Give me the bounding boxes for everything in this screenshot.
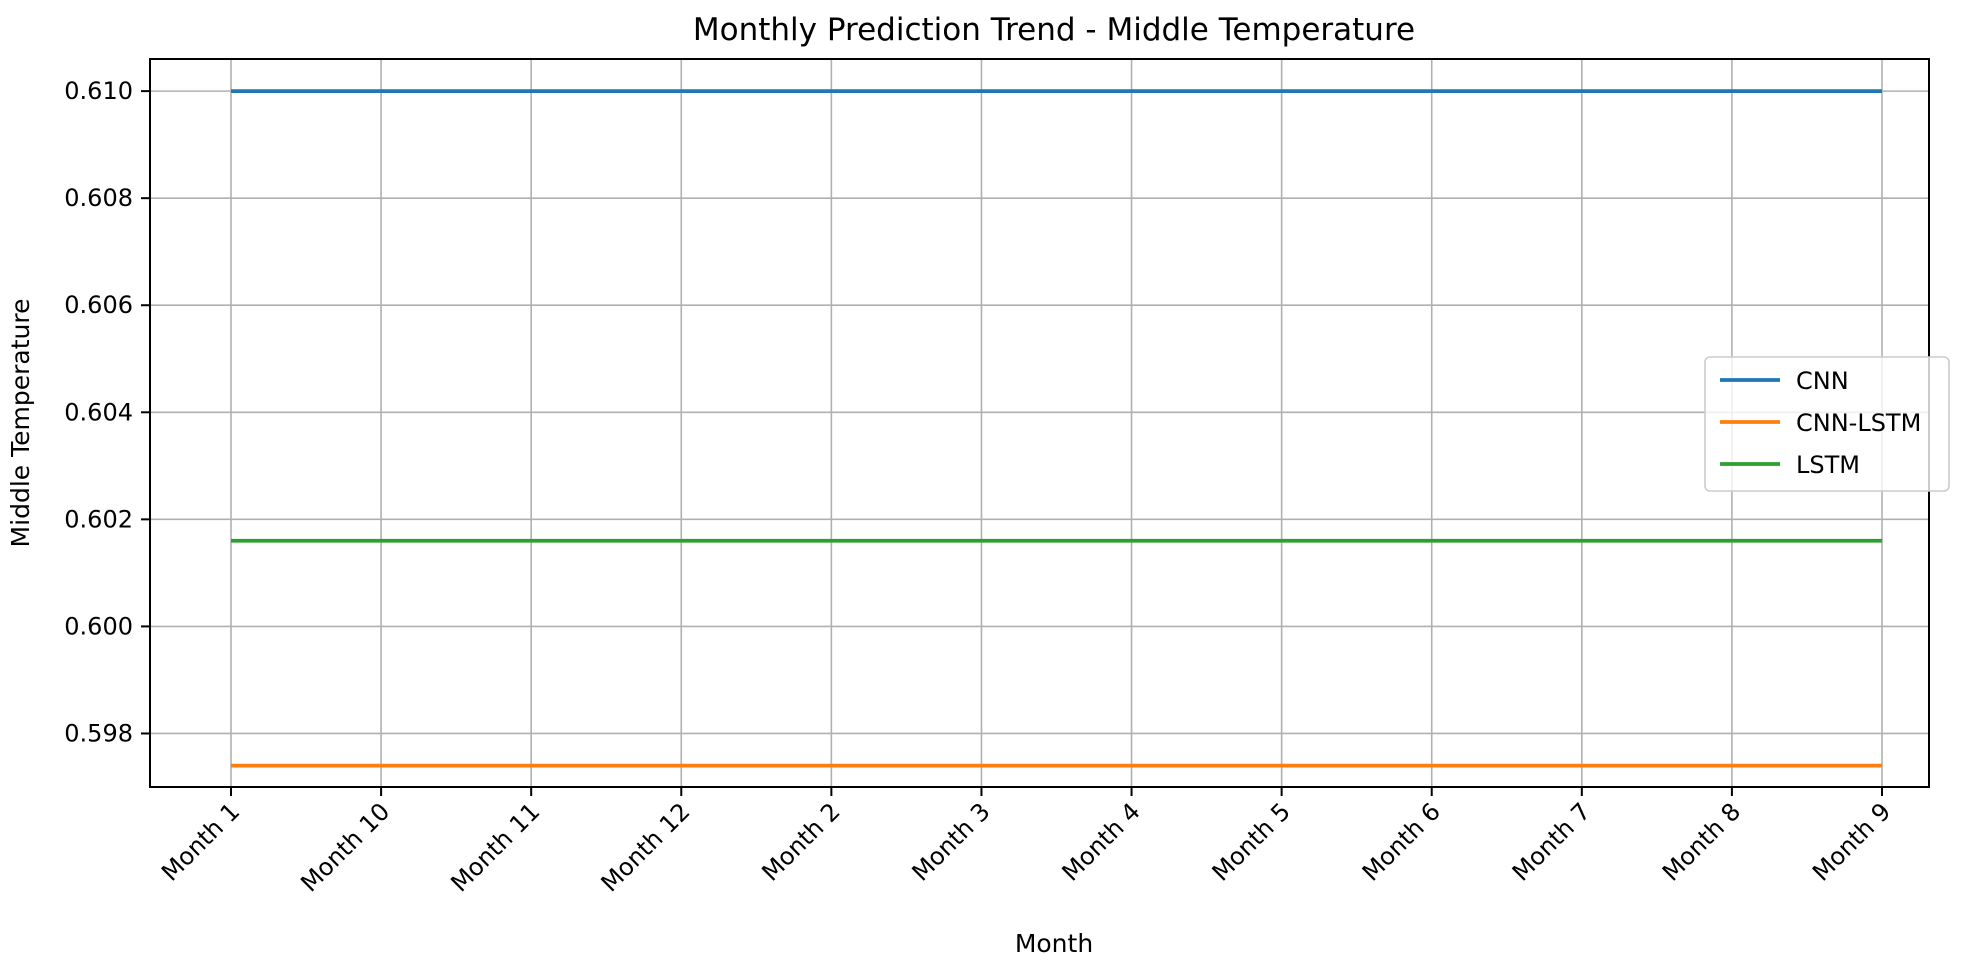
grid bbox=[150, 59, 1929, 787]
chart-title: Monthly Prediction Trend - Middle Temper… bbox=[693, 12, 1415, 48]
x-tick-label: Month 9 bbox=[1807, 797, 1896, 886]
legend-box bbox=[1704, 356, 1950, 492]
x-tick-label: Month 5 bbox=[1207, 797, 1296, 886]
y-tick-label: 0.610 bbox=[64, 77, 133, 105]
y-tick-label: 0.606 bbox=[64, 291, 133, 319]
x-tick-label: Month 10 bbox=[295, 797, 395, 897]
y-tick-label: 0.604 bbox=[64, 398, 133, 426]
x-tick-label: Month 12 bbox=[596, 797, 696, 897]
x-axis-ticks: Month 1 Month 10 Month 11 Month 12 Month 2 Mo… bbox=[156, 787, 1896, 897]
y-tick-label: 0.608 bbox=[64, 184, 133, 212]
plot-frame bbox=[149, 58, 1930, 788]
y-tick-label: 0.602 bbox=[64, 505, 133, 533]
series-lines bbox=[231, 89, 1882, 768]
x-tick-label: Month 6 bbox=[1357, 797, 1446, 886]
x-tick-label: Month 8 bbox=[1657, 797, 1746, 886]
y-axis-ticks: 0.598 0.600 0.602 0.604 0.606 0.608 0.610 bbox=[64, 77, 150, 747]
x-tick-label: Month 7 bbox=[1507, 797, 1596, 886]
y-tick-label: 0.598 bbox=[64, 719, 133, 747]
y-tick-label: 0.600 bbox=[64, 612, 133, 640]
legend-label: LSTM bbox=[1796, 451, 1860, 479]
x-tick-label: Month 2 bbox=[756, 797, 845, 886]
legend: CNN CNN-LSTM LSTM bbox=[1704, 356, 1950, 492]
x-tick-label: Month 4 bbox=[1057, 797, 1146, 886]
legend-label: CNN bbox=[1796, 367, 1849, 395]
x-tick-label: Month 3 bbox=[907, 797, 996, 886]
x-axis-label: Month bbox=[1015, 929, 1093, 958]
x-tick-label: Month 1 bbox=[156, 797, 245, 886]
legend-label: CNN-LSTM bbox=[1796, 409, 1921, 437]
y-axis-label: Middle Temperature bbox=[6, 299, 35, 548]
x-tick-label: Month 11 bbox=[445, 797, 545, 897]
